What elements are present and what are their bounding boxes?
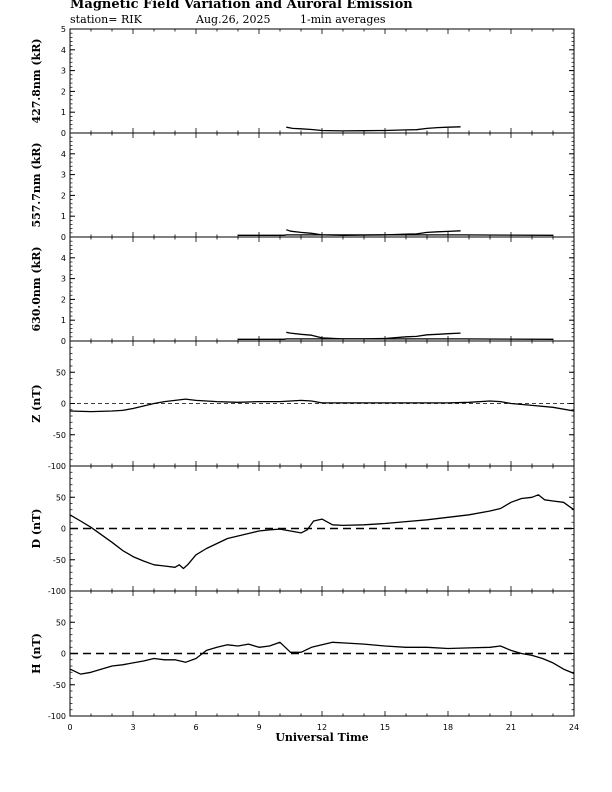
chart-title: Magnetic Field Variation and Auroral Emi…: [70, 0, 413, 12]
y-tick-label: 1: [61, 316, 66, 325]
series-line-z: [69, 398, 575, 413]
panel-3: 0 1 2 3 4 630.0nm (kR): [30, 236, 575, 346]
y-tick-label: 4: [61, 254, 66, 263]
y-tick-label: 0: [61, 650, 66, 659]
y-tick-label: -100: [48, 712, 66, 721]
x-tick-label: 18: [443, 723, 453, 732]
y-tick-label: 0: [61, 129, 66, 138]
y-axis-label: D (nT): [30, 509, 43, 549]
panel-4: -100 -50 0 50 Z (nT): [30, 340, 575, 471]
series-line-h: [69, 641, 575, 675]
panel-frame: [69, 132, 575, 238]
date-label: Aug.26, 2025: [196, 13, 271, 26]
x-tick-label: 6: [193, 723, 198, 732]
y-tick-label: -50: [53, 431, 66, 440]
series-line-630-0nm: [286, 331, 461, 340]
x-axis-label: Universal Time: [275, 731, 368, 744]
y-tick-label: 0: [61, 400, 66, 409]
y-axis-label: 630.0nm (kR): [30, 246, 43, 331]
panel-5: -100 -50 0 50 D (nT): [30, 465, 575, 596]
series-line-557-7nm: [286, 229, 461, 236]
y-axis-label: 557.7nm (kR): [30, 142, 43, 227]
series-line-d: [69, 494, 575, 570]
x-tick-label: 24: [569, 723, 579, 732]
y-tick-label: 3: [61, 171, 66, 180]
y-tick-label: 5: [61, 25, 66, 34]
y-tick-label: 1: [61, 108, 66, 117]
y-tick-label: 3: [61, 67, 66, 76]
y-tick-label: 0: [61, 337, 66, 346]
y-tick-label: 50: [56, 618, 66, 627]
x-tick-label: 0: [67, 723, 72, 732]
y-tick-label: 0: [61, 525, 66, 534]
panel-1: 0 1 2 3 4 5 427.8nm (kR): [30, 25, 575, 138]
station-label: station= RIK: [70, 13, 142, 26]
y-axis-label: Z (nT): [30, 384, 43, 422]
x-tick-label: 12: [317, 723, 327, 732]
y-tick-label: -100: [48, 462, 66, 471]
panel-2: 0 1 2 3 4 557.7nm (kR): [30, 132, 575, 242]
y-tick-label: -100: [48, 587, 66, 596]
y-tick-label: 4: [61, 150, 66, 159]
x-tick-label: 15: [380, 723, 390, 732]
averaging-label: 1-min averages: [300, 13, 386, 26]
y-tick-label: 2: [61, 87, 66, 96]
x-tick-label: 21: [506, 723, 516, 732]
y-axis-label: H (nT): [30, 633, 43, 674]
x-tick-label: 9: [256, 723, 261, 732]
y-tick-label: 50: [56, 368, 66, 377]
y-tick-label: 3: [61, 275, 66, 284]
x-tick-label: 3: [130, 723, 135, 732]
y-tick-label: -50: [53, 681, 66, 690]
y-tick-label: 4: [61, 46, 66, 55]
panel-frame: [69, 28, 575, 134]
y-tick-label: -50: [53, 556, 66, 565]
series-line-427-8nm: [286, 126, 461, 132]
panel-6: -100 -50 0 50 H (nT): [30, 590, 575, 721]
y-tick-label: 1: [61, 212, 66, 221]
y-tick-label: 0: [61, 233, 66, 242]
y-tick-label: 2: [61, 295, 66, 304]
y-axis-label: 427.8nm (kR): [30, 38, 43, 123]
y-tick-label: 2: [61, 191, 66, 200]
panel-frame: [69, 236, 575, 342]
y-tick-label: 50: [56, 493, 66, 502]
